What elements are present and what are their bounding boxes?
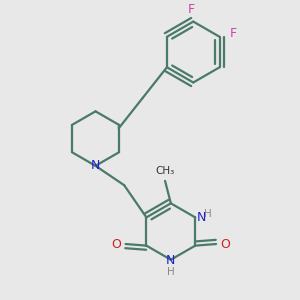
Text: O: O xyxy=(220,238,230,250)
Text: CH₃: CH₃ xyxy=(155,166,175,176)
Text: N: N xyxy=(91,159,100,172)
Text: N: N xyxy=(196,211,206,224)
Text: O: O xyxy=(112,238,122,250)
Text: F: F xyxy=(188,3,195,16)
Text: F: F xyxy=(230,27,237,40)
Text: H: H xyxy=(167,267,175,277)
Text: H: H xyxy=(204,208,211,219)
Text: N: N xyxy=(166,254,176,267)
